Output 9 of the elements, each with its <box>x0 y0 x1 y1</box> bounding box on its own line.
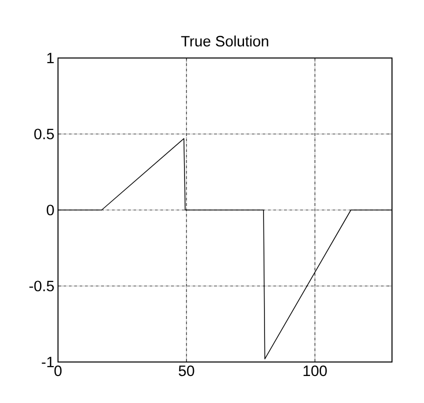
x-tick-label: 50 <box>178 366 194 376</box>
y-tick-label: 0.5 <box>34 128 54 140</box>
x-tick-label: 100 <box>304 366 327 376</box>
y-tick-label: 0 <box>46 204 54 216</box>
y-tick-label: -0.5 <box>29 280 54 292</box>
chart-title: True Solution <box>181 36 268 46</box>
x-tick-label: 0 <box>54 366 62 376</box>
y-tick-label: -1 <box>42 356 54 368</box>
y-tick-label: 1 <box>47 52 54 64</box>
